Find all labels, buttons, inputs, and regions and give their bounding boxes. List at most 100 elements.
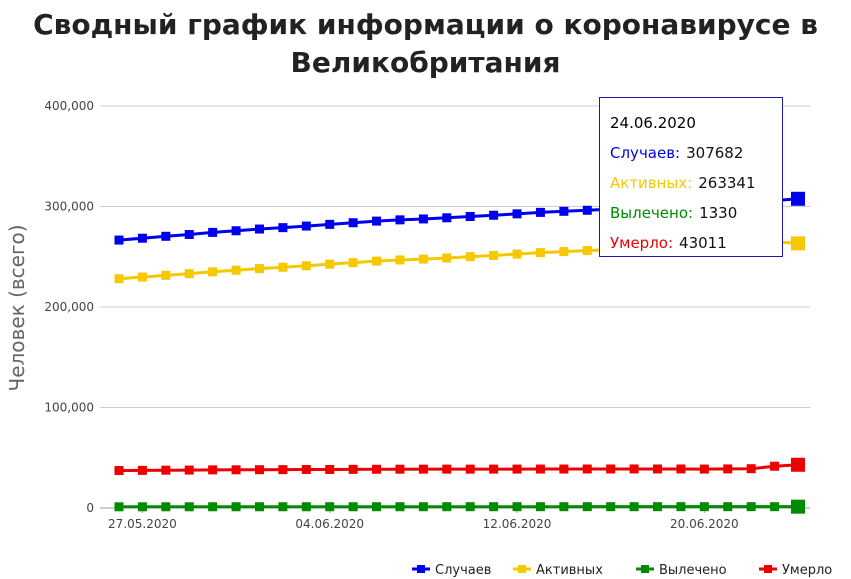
data-point[interactable] (372, 464, 382, 474)
data-point[interactable] (325, 464, 335, 474)
legend-item-deaths[interactable]: Умерло (759, 563, 832, 578)
data-point[interactable] (301, 221, 311, 231)
data-point[interactable] (278, 262, 288, 272)
data-point[interactable] (770, 461, 780, 471)
data-point[interactable] (535, 207, 545, 217)
data-point[interactable] (418, 464, 428, 474)
data-point[interactable] (606, 464, 616, 474)
data-point[interactable] (161, 231, 171, 241)
data-point[interactable] (254, 465, 264, 475)
data-point[interactable] (184, 269, 194, 279)
data-point[interactable] (582, 464, 592, 474)
data-point[interactable] (348, 258, 358, 268)
data-point[interactable] (489, 502, 499, 512)
data-point[interactable] (184, 502, 194, 512)
data-point[interactable] (791, 499, 805, 514)
data-point[interactable] (512, 464, 522, 474)
data-point[interactable] (559, 464, 569, 474)
data-point[interactable] (231, 226, 241, 236)
legend-item-cases[interactable]: Случаев (412, 563, 491, 578)
data-point[interactable] (791, 236, 805, 251)
data-point[interactable] (582, 205, 592, 215)
data-point[interactable] (676, 502, 686, 512)
data-point[interactable] (137, 502, 147, 512)
data-point[interactable] (559, 502, 569, 512)
data-point[interactable] (512, 249, 522, 259)
data-point[interactable] (161, 465, 171, 475)
data-point[interactable] (137, 465, 147, 475)
data-point[interactable] (606, 502, 616, 512)
data-point[interactable] (676, 464, 686, 474)
data-point[interactable] (208, 502, 218, 512)
data-point[interactable] (489, 464, 499, 474)
data-point[interactable] (442, 213, 452, 223)
data-point[interactable] (278, 465, 288, 475)
data-point[interactable] (161, 502, 171, 512)
data-point[interactable] (653, 464, 663, 474)
data-point[interactable] (559, 206, 569, 216)
data-point[interactable] (582, 502, 592, 512)
data-point[interactable] (559, 247, 569, 257)
data-point[interactable] (746, 502, 756, 512)
data-point[interactable] (301, 465, 311, 475)
data-point[interactable] (512, 502, 522, 512)
data-point[interactable] (184, 465, 194, 475)
data-point[interactable] (489, 210, 499, 220)
data-point[interactable] (208, 227, 218, 237)
data-point[interactable] (348, 464, 358, 474)
series-deaths[interactable] (114, 457, 806, 476)
data-point[interactable] (231, 465, 241, 475)
data-point[interactable] (629, 464, 639, 474)
data-point[interactable] (723, 502, 733, 512)
data-point[interactable] (372, 502, 382, 512)
data-point[interactable] (465, 464, 475, 474)
data-point[interactable] (395, 215, 405, 225)
data-point[interactable] (465, 212, 475, 222)
data-point[interactable] (254, 264, 264, 274)
data-point[interactable] (231, 265, 241, 275)
data-point[interactable] (137, 272, 147, 282)
data-point[interactable] (699, 464, 709, 474)
series-recovered[interactable] (114, 499, 806, 514)
data-point[interactable] (746, 464, 756, 474)
data-point[interactable] (348, 502, 358, 512)
data-point[interactable] (278, 502, 288, 512)
data-point[interactable] (791, 457, 805, 472)
data-point[interactable] (372, 216, 382, 226)
data-point[interactable] (278, 223, 288, 233)
legend-item-recovered[interactable]: Вылечено (636, 563, 727, 578)
data-point[interactable] (372, 256, 382, 266)
data-point[interactable] (301, 502, 311, 512)
data-point[interactable] (254, 224, 264, 234)
data-point[interactable] (629, 502, 639, 512)
data-point[interactable] (489, 250, 499, 260)
data-point[interactable] (325, 219, 335, 229)
data-point[interactable] (137, 233, 147, 243)
data-point[interactable] (254, 502, 264, 512)
data-point[interactable] (791, 191, 805, 206)
legend-item-active[interactable]: Активных (513, 563, 603, 578)
data-point[interactable] (208, 465, 218, 475)
legend[interactable]: Случаев Активных Вылечено Умерло (412, 563, 832, 578)
data-point[interactable] (114, 466, 124, 476)
data-point[interactable] (535, 248, 545, 258)
data-point[interactable] (465, 252, 475, 262)
data-point[interactable] (653, 502, 663, 512)
data-point[interactable] (348, 218, 358, 228)
data-point[interactable] (442, 464, 452, 474)
data-point[interactable] (535, 464, 545, 474)
data-point[interactable] (723, 464, 733, 474)
data-point[interactable] (512, 209, 522, 219)
data-point[interactable] (442, 502, 452, 512)
data-point[interactable] (418, 214, 428, 224)
data-point[interactable] (395, 502, 405, 512)
data-point[interactable] (535, 502, 545, 512)
data-point[interactable] (442, 253, 452, 263)
data-point[interactable] (418, 502, 428, 512)
data-point[interactable] (770, 502, 780, 512)
data-point[interactable] (114, 235, 124, 245)
data-point[interactable] (114, 502, 124, 512)
data-point[interactable] (231, 502, 241, 512)
data-point[interactable] (418, 254, 428, 264)
data-point[interactable] (208, 267, 218, 277)
